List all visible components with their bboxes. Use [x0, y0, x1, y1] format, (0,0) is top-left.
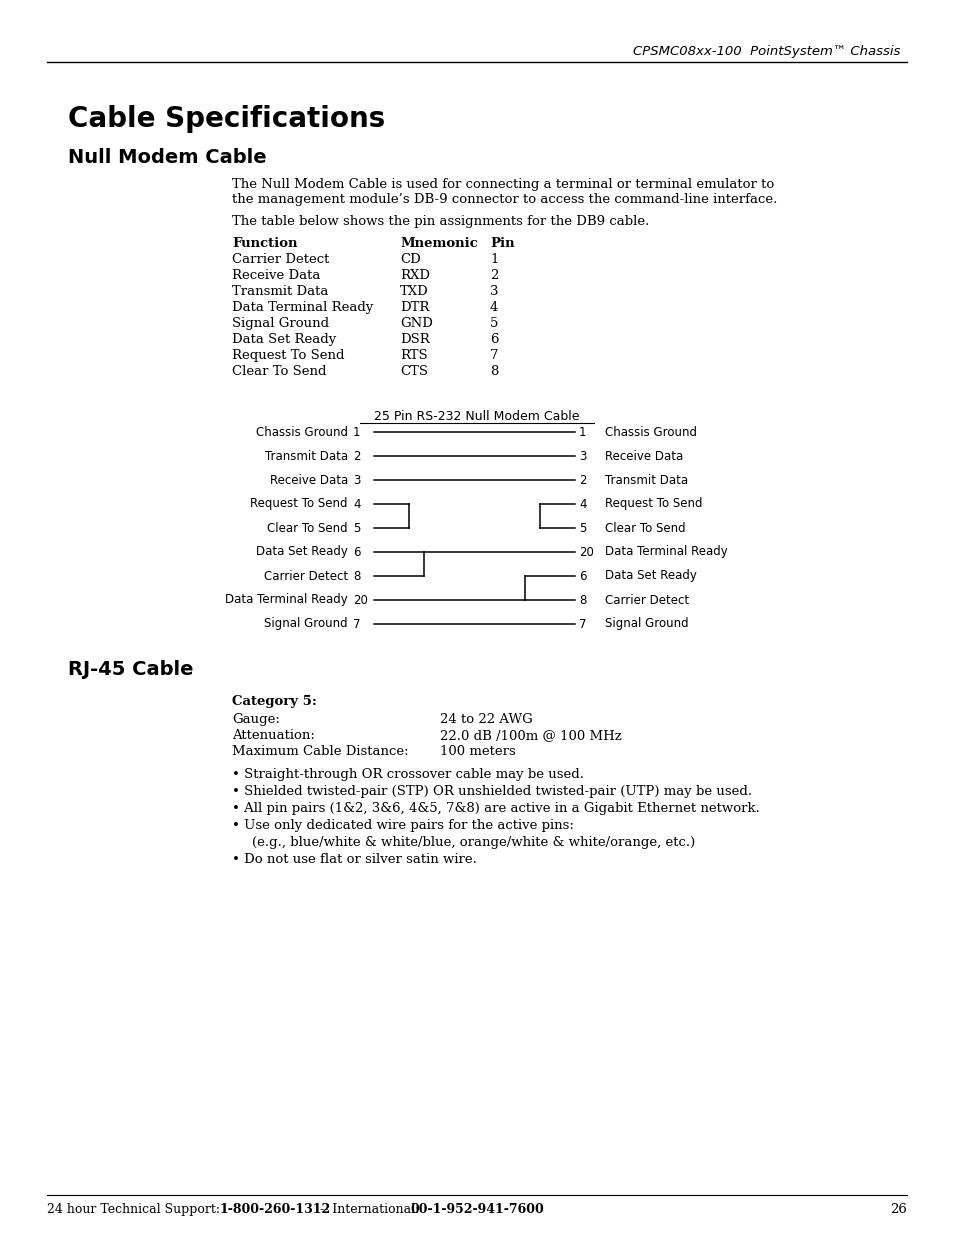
Text: Chassis Ground: Chassis Ground — [604, 426, 697, 438]
Text: Request To Send: Request To Send — [232, 350, 344, 362]
Text: 20: 20 — [353, 594, 368, 606]
Text: Transmit Data: Transmit Data — [232, 285, 328, 298]
Text: Attenuation:: Attenuation: — [232, 729, 314, 742]
Text: • All pin pairs (1&2, 3&6, 4&5, 7&8) are active in a Gigabit Ethernet network.: • All pin pairs (1&2, 3&6, 4&5, 7&8) are… — [232, 802, 760, 815]
Text: Data Set Ready: Data Set Ready — [232, 333, 335, 346]
Text: The Null Modem Cable is used for connecting a terminal or terminal emulator to: The Null Modem Cable is used for connect… — [232, 178, 774, 191]
Text: Signal Ground: Signal Ground — [264, 618, 348, 631]
Text: Pin: Pin — [490, 237, 514, 249]
Text: DSR: DSR — [399, 333, 429, 346]
Text: 8: 8 — [578, 594, 586, 606]
Text: 6: 6 — [353, 546, 360, 558]
Text: Data Terminal Ready: Data Terminal Ready — [232, 301, 373, 314]
Text: Signal Ground: Signal Ground — [604, 618, 688, 631]
Text: • Shielded twisted-pair (STP) OR unshielded twisted-pair (UTP) may be used.: • Shielded twisted-pair (STP) OR unshiel… — [232, 785, 751, 798]
Text: 1: 1 — [490, 253, 497, 266]
Text: 5: 5 — [490, 317, 497, 330]
Text: 24 to 22 AWG: 24 to 22 AWG — [439, 713, 532, 726]
Text: 20: 20 — [578, 546, 594, 558]
Text: Null Modem Cable: Null Modem Cable — [68, 148, 266, 167]
Text: 22.0 dB /100m @ 100 MHz: 22.0 dB /100m @ 100 MHz — [439, 729, 621, 742]
Text: 7: 7 — [490, 350, 498, 362]
Text: 26: 26 — [889, 1203, 906, 1216]
Text: RTS: RTS — [399, 350, 427, 362]
Text: the management module’s DB-9 connector to access the command-line interface.: the management module’s DB-9 connector t… — [232, 193, 777, 206]
Text: Mnemonic: Mnemonic — [399, 237, 477, 249]
Text: Carrier Detect: Carrier Detect — [604, 594, 688, 606]
Text: 100 meters: 100 meters — [439, 745, 516, 758]
Text: Chassis Ground: Chassis Ground — [255, 426, 348, 438]
Text: 5: 5 — [578, 521, 586, 535]
Text: • Use only dedicated wire pairs for the active pins:: • Use only dedicated wire pairs for the … — [232, 819, 574, 832]
Text: Gauge:: Gauge: — [232, 713, 279, 726]
Text: 4: 4 — [578, 498, 586, 510]
Text: -- International:: -- International: — [315, 1203, 423, 1216]
Text: RXD: RXD — [399, 269, 430, 282]
Text: Signal Ground: Signal Ground — [232, 317, 329, 330]
Text: RJ-45 Cable: RJ-45 Cable — [68, 659, 193, 679]
Text: 4: 4 — [353, 498, 360, 510]
Text: CPSMC08xx-100  PointSystem™ Chassis: CPSMC08xx-100 PointSystem™ Chassis — [632, 44, 899, 58]
Text: Receive Data: Receive Data — [232, 269, 320, 282]
Text: (e.g., blue/white & white/blue, orange/white & white/orange, etc.): (e.g., blue/white & white/blue, orange/w… — [252, 836, 695, 848]
Text: • Do not use flat or silver satin wire.: • Do not use flat or silver satin wire. — [232, 853, 476, 866]
Text: Request To Send: Request To Send — [604, 498, 701, 510]
Text: • Straight-through OR crossover cable may be used.: • Straight-through OR crossover cable ma… — [232, 768, 583, 781]
Text: 2: 2 — [578, 473, 586, 487]
Text: 25 Pin RS-232 Null Modem Cable: 25 Pin RS-232 Null Modem Cable — [374, 410, 579, 424]
Text: The table below shows the pin assignments for the DB9 cable.: The table below shows the pin assignment… — [232, 215, 649, 228]
Text: Data Set Ready: Data Set Ready — [255, 546, 348, 558]
Text: CD: CD — [399, 253, 420, 266]
Text: 1-800-260-1312: 1-800-260-1312 — [220, 1203, 331, 1216]
Text: 6: 6 — [578, 569, 586, 583]
Text: 1: 1 — [578, 426, 586, 438]
Text: 8: 8 — [490, 366, 497, 378]
Text: 3: 3 — [490, 285, 498, 298]
Text: Request To Send: Request To Send — [251, 498, 348, 510]
Text: 2: 2 — [490, 269, 497, 282]
Text: 4: 4 — [490, 301, 497, 314]
Text: TXD: TXD — [399, 285, 428, 298]
Text: Data Terminal Ready: Data Terminal Ready — [604, 546, 727, 558]
Text: 2: 2 — [353, 450, 360, 462]
Text: DTR: DTR — [399, 301, 429, 314]
Text: Transmit Data: Transmit Data — [265, 450, 348, 462]
Text: 6: 6 — [490, 333, 498, 346]
Text: Cable Specifications: Cable Specifications — [68, 105, 385, 133]
Text: Carrier Detect: Carrier Detect — [232, 253, 329, 266]
Text: Maximum Cable Distance:: Maximum Cable Distance: — [232, 745, 408, 758]
Text: Function: Function — [232, 237, 297, 249]
Text: Receive Data: Receive Data — [604, 450, 682, 462]
Text: Clear To Send: Clear To Send — [232, 366, 326, 378]
Text: Data Terminal Ready: Data Terminal Ready — [225, 594, 348, 606]
Text: GND: GND — [399, 317, 433, 330]
Text: 1: 1 — [353, 426, 360, 438]
Text: Receive Data: Receive Data — [270, 473, 348, 487]
Text: CTS: CTS — [399, 366, 428, 378]
Text: 7: 7 — [578, 618, 586, 631]
Text: Category 5:: Category 5: — [232, 695, 316, 708]
Text: Clear To Send: Clear To Send — [267, 521, 348, 535]
Text: 3: 3 — [353, 473, 360, 487]
Text: Data Set Ready: Data Set Ready — [604, 569, 696, 583]
Text: Carrier Detect: Carrier Detect — [264, 569, 348, 583]
Text: 3: 3 — [578, 450, 586, 462]
Text: 00-1-952-941-7600: 00-1-952-941-7600 — [410, 1203, 543, 1216]
Text: Transmit Data: Transmit Data — [604, 473, 687, 487]
Text: 7: 7 — [353, 618, 360, 631]
Text: 5: 5 — [353, 521, 360, 535]
Text: Clear To Send: Clear To Send — [604, 521, 685, 535]
Text: 8: 8 — [353, 569, 360, 583]
Text: 24 hour Technical Support:: 24 hour Technical Support: — [47, 1203, 228, 1216]
